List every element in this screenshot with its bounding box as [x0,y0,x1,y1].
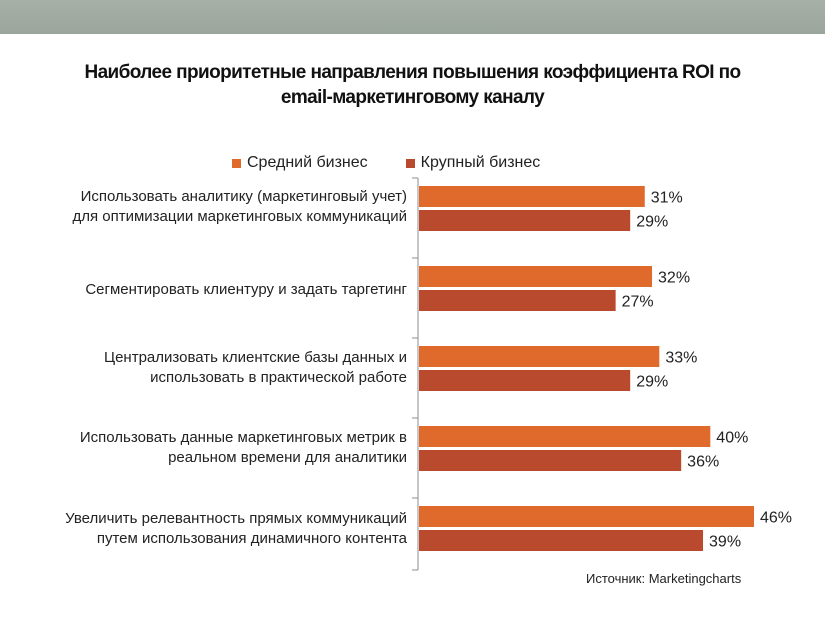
legend-item-large: Крупный бизнес [405,154,541,172]
top-band [0,0,825,34]
data-label: 31% [651,190,683,207]
category-label-line: Увеличить релевантность прямых коммуника… [65,510,407,527]
category-label: Увеличить релевантность прямых коммуника… [7,509,407,549]
category-label-line: Сегментировать клиентуру и задать таргет… [85,281,407,298]
data-label: 33% [665,350,697,367]
bar-large-business [419,450,682,471]
data-label: 46% [760,510,792,527]
bar-medium-business [419,506,754,527]
category-label: Сегментировать клиентуру и задать таргет… [7,280,407,300]
bar-medium-business [419,186,645,207]
data-label: 36% [687,454,719,471]
source-note: Источник: Marketingcharts [586,571,742,586]
data-label: 40% [716,430,748,447]
legend-swatch-large [405,158,415,168]
chart-title: Наиболее приоритетные направления повыше… [0,60,825,110]
category-label-line: реальном времени для аналитики [168,449,407,466]
chart-title-line: email-маркетинговому каналу [280,87,545,108]
legend-item-medium: Средний бизнес [232,154,368,172]
legend-swatch-medium [232,158,241,168]
bar-large-business [419,210,631,231]
bar-large-business [419,290,616,311]
data-label: 29% [636,214,668,231]
data-label: 29% [636,374,668,391]
category-label-line: для оптимизации маркетинговых коммуникац… [72,208,407,225]
legend-label-medium: Средний бизнес [247,154,368,171]
category-label: Централизовать клиентские базы данных и … [7,348,407,388]
bar-medium-business [419,346,660,367]
bar-large-business [419,530,704,551]
legend: Средний бизнес Крупный бизнес [232,152,578,174]
data-label: 27% [622,294,654,311]
legend-label-large: Крупный бизнес [420,154,541,171]
category-label-line: Использовать аналитику (маркетинговый уч… [80,188,407,205]
bar-large-business [419,370,631,391]
data-label: 39% [709,534,741,551]
bar-medium-business [419,426,711,447]
category-label-line: Централизовать клиентские базы данных и [103,349,407,366]
data-label: 32% [658,270,690,287]
category-label-line: путем использования динамичного контента [96,530,407,547]
category-label-line: использовать в практической работе [150,369,407,386]
category-label: Использовать аналитику (маркетинговый уч… [7,187,407,227]
chart-title-line: Наиболее приоритетные направления повыше… [84,62,741,83]
bar-medium-business [419,266,653,287]
category-label-line: Использовать данные маркетинговых метрик… [79,429,407,446]
category-label: Использовать данные маркетинговых метрик… [7,428,407,468]
